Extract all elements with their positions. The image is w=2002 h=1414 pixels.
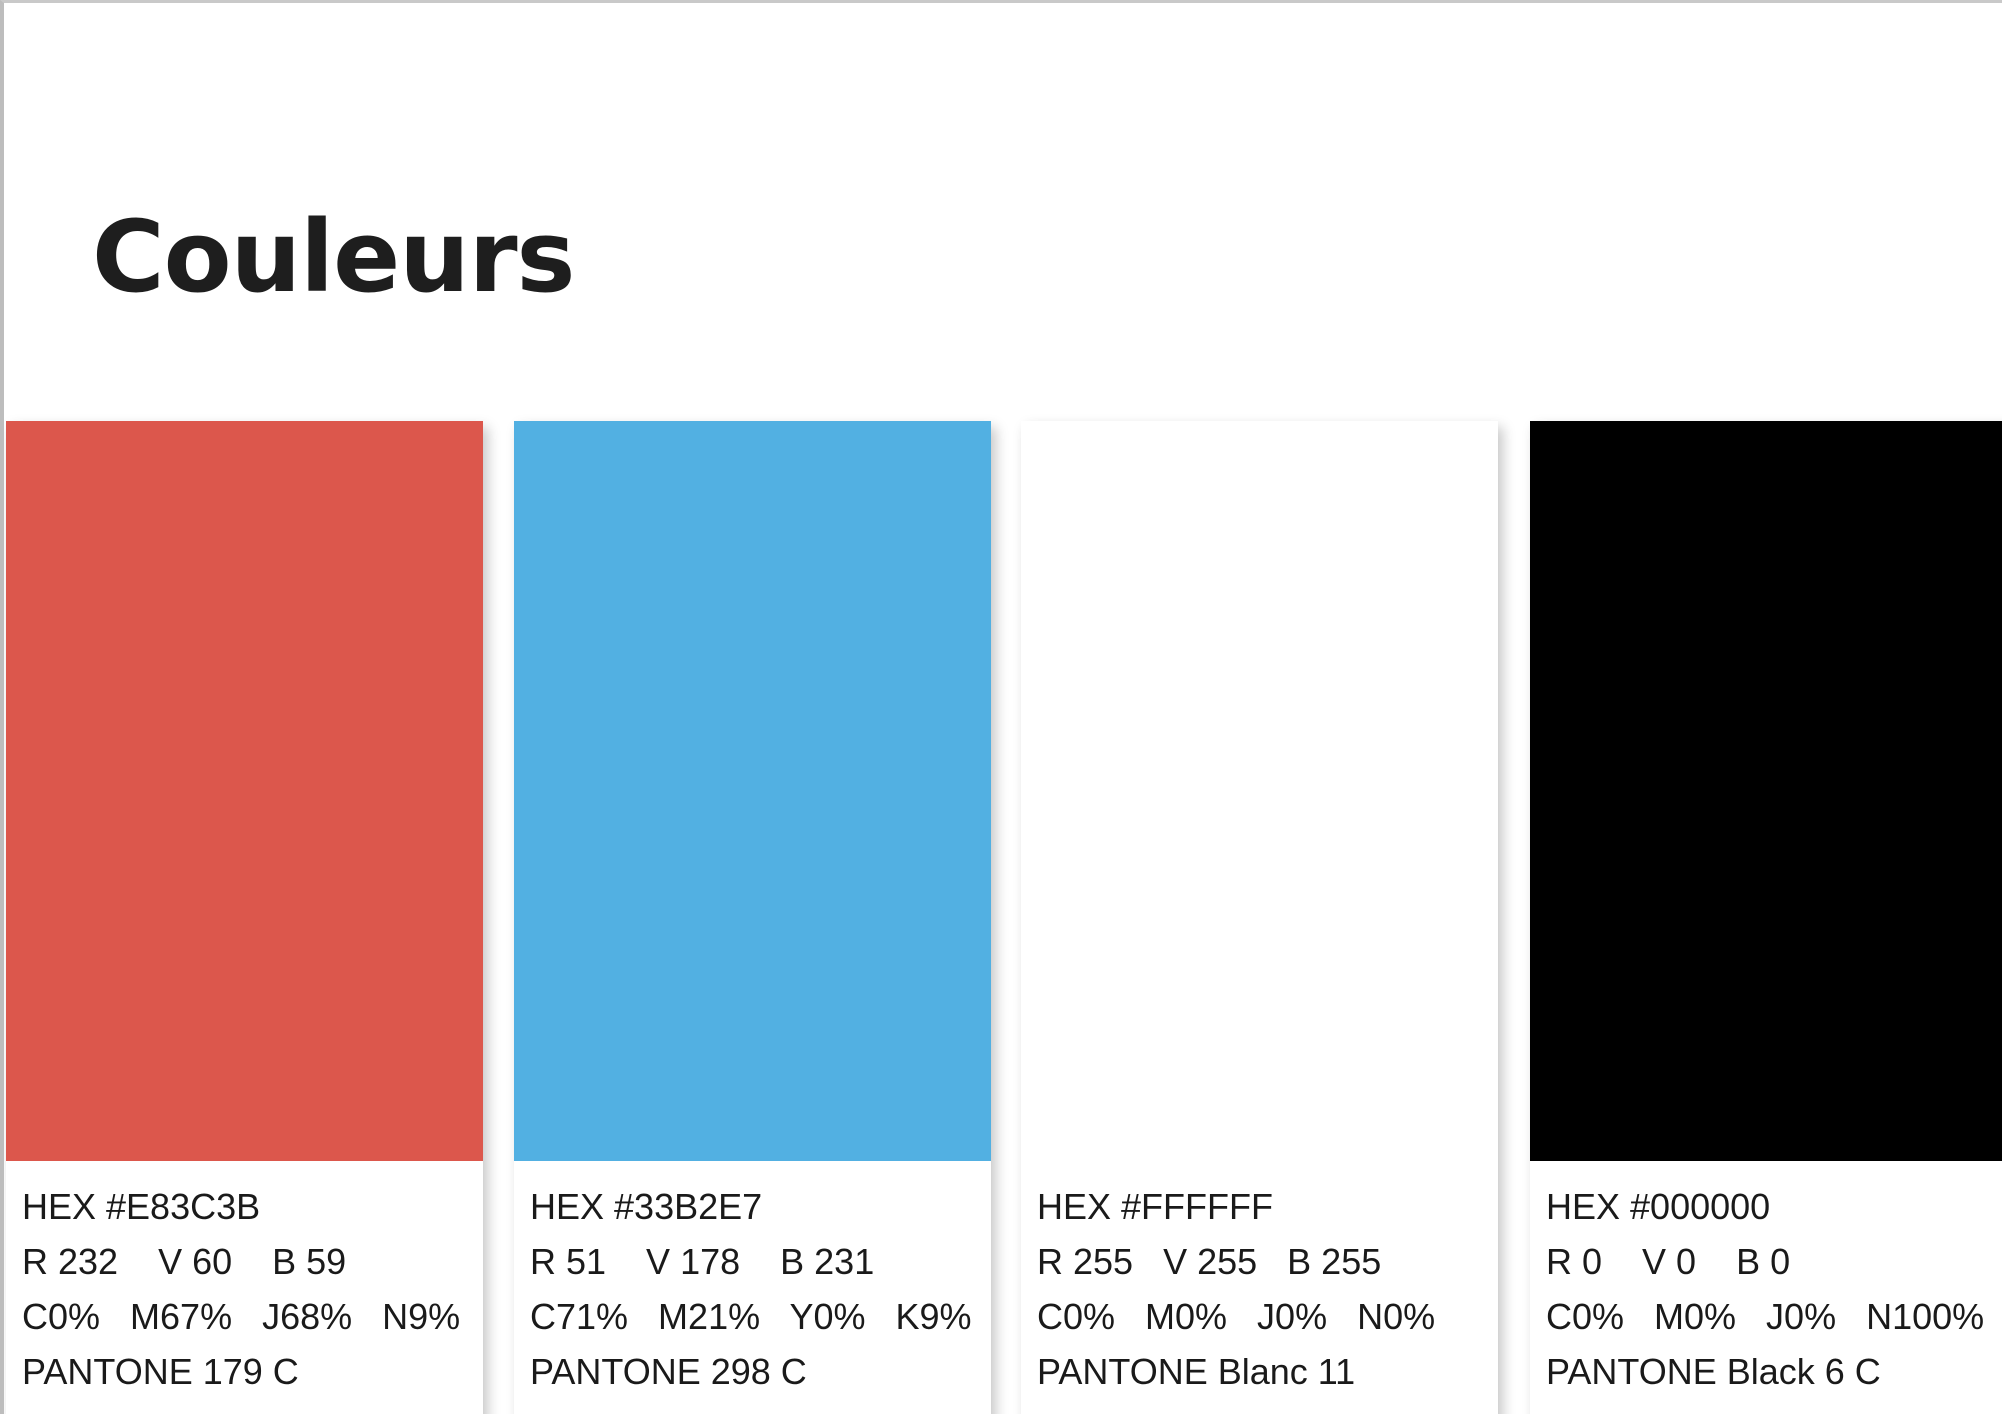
page-title: Couleurs: [92, 200, 575, 315]
color-card-white: HEX #FFFFFF R 255 V 255 B 255 C0% M0% J0…: [1021, 421, 1498, 1414]
color-specs-blue: HEX #33B2E7 R 51 V 178 B 231 C71% M21% Y…: [530, 1179, 991, 1399]
rvb-value: R 0 V 0 B 0: [1546, 1241, 1791, 1282]
cmjn-value: C0% M0% J0% N100%: [1546, 1296, 1985, 1337]
color-specs-red: HEX #E83C3B R 232 V 60 B 59 C0% M67% J68…: [22, 1179, 483, 1399]
color-specs-black: HEX #000000 R 0 V 0 B 0 C0% M0% J0% N100…: [1546, 1179, 2002, 1399]
pantone-value: PANTONE 179 C: [22, 1351, 299, 1392]
color-card-red: HEX #E83C3B R 232 V 60 B 59 C0% M67% J68…: [6, 421, 483, 1414]
cmjn-value: C0% M67% J68% N9%: [22, 1296, 461, 1337]
color-swatch-red: [6, 421, 483, 1161]
hex-value: HEX #000000: [1546, 1186, 1771, 1227]
hex-value: HEX #E83C3B: [22, 1186, 261, 1227]
rvb-value: R 255 V 255 B 255: [1037, 1241, 1382, 1282]
rvb-value: R 51 V 178 B 231: [530, 1241, 875, 1282]
cmjn-value: C0% M0% J0% N0%: [1037, 1296, 1436, 1337]
pantone-value: PANTONE Blanc 11: [1037, 1351, 1356, 1392]
color-swatch-white: [1021, 421, 1498, 1161]
color-swatch-blue: [514, 421, 991, 1161]
pantone-value: PANTONE 298 C: [530, 1351, 807, 1392]
pantone-value: PANTONE Black 6 C: [1546, 1351, 1881, 1392]
cmjn-value: C71% M21% Y0% K9%: [530, 1296, 972, 1337]
color-card-black: HEX #000000 R 0 V 0 B 0 C0% M0% J0% N100…: [1530, 421, 2002, 1414]
hex-value: HEX #33B2E7: [530, 1186, 763, 1227]
color-specs-white: HEX #FFFFFF R 255 V 255 B 255 C0% M0% J0…: [1037, 1179, 1498, 1399]
rvb-value: R 232 V 60 B 59: [22, 1241, 347, 1282]
color-card-blue: HEX #33B2E7 R 51 V 178 B 231 C71% M21% Y…: [514, 421, 991, 1414]
color-swatch-black: [1530, 421, 2002, 1161]
hex-value: HEX #FFFFFF: [1037, 1186, 1273, 1227]
